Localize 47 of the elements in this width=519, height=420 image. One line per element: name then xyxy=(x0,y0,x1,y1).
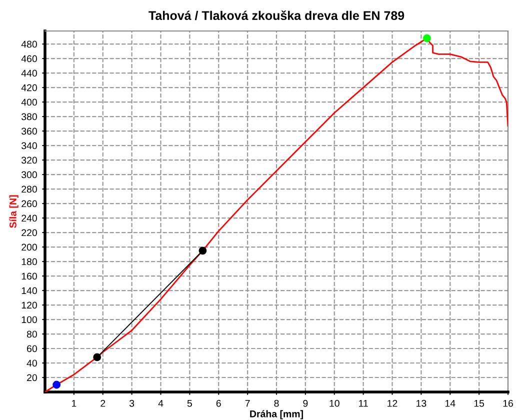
x-tick-label: 13 xyxy=(416,400,426,407)
x-tick-label: 6 xyxy=(216,400,221,407)
y-tick-label: 20 xyxy=(27,374,37,382)
y-tick-label: 200 xyxy=(22,244,37,251)
y-tick-label: 120 xyxy=(22,302,37,309)
y-tick-label: 160 xyxy=(22,272,37,280)
x-tick-label: 4 xyxy=(158,400,164,407)
x-tick-label: 9 xyxy=(303,400,308,407)
y-tick-label: 360 xyxy=(22,128,37,135)
y-tick-label: 320 xyxy=(22,156,37,164)
x-tick-label: 16 xyxy=(503,400,513,407)
y-tick-label: 140 xyxy=(22,287,37,294)
y-tick-label: 380 xyxy=(22,113,37,120)
x-tick-label: 11 xyxy=(359,400,368,407)
y-tick-label: 420 xyxy=(21,84,37,92)
y-tick-label: 240 xyxy=(22,214,37,222)
x-tick-label: 5 xyxy=(187,400,192,407)
chart-title: Tahová / Tlaková zkouška dreva dle EN 789 xyxy=(148,10,404,20)
x-tick-label: 8 xyxy=(274,400,279,407)
y-tick-label: 60 xyxy=(27,345,37,352)
y-tick-label: 260 xyxy=(22,200,37,208)
y-tick-label: 460 xyxy=(21,55,37,62)
y-tick-label: 440 xyxy=(21,70,37,77)
x-tick-label: 1 xyxy=(72,400,76,407)
y-tick-label: 180 xyxy=(22,258,37,266)
y-axis-title: Síla [N] xyxy=(9,195,18,228)
y-tick-label: 280 xyxy=(22,186,37,193)
y-tick-label: 220 xyxy=(22,229,37,236)
point xyxy=(93,353,102,362)
x-tick-label: 14 xyxy=(445,400,456,407)
point xyxy=(423,34,431,42)
x-tick-label: 2 xyxy=(100,400,106,407)
x-tick-label: 3 xyxy=(129,400,134,407)
x-tick-label: 12 xyxy=(388,400,398,407)
y-tick-label: 80 xyxy=(26,330,37,338)
y-tick-label: 40 xyxy=(26,360,37,367)
y-tick-label: 400 xyxy=(21,98,37,106)
x-axis-title: Dráha [mm] xyxy=(250,410,303,420)
y-tick-label: 340 xyxy=(22,142,37,150)
y-tick-label: 100 xyxy=(22,316,37,324)
x-tick-label: 7 xyxy=(245,400,250,407)
x-tick-label: 10 xyxy=(330,400,340,407)
y-tick-label: 480 xyxy=(21,40,37,48)
x-tick-label: 15 xyxy=(474,400,484,407)
point xyxy=(198,246,207,255)
point xyxy=(52,380,61,389)
y-tick-label: 300 xyxy=(22,171,37,178)
